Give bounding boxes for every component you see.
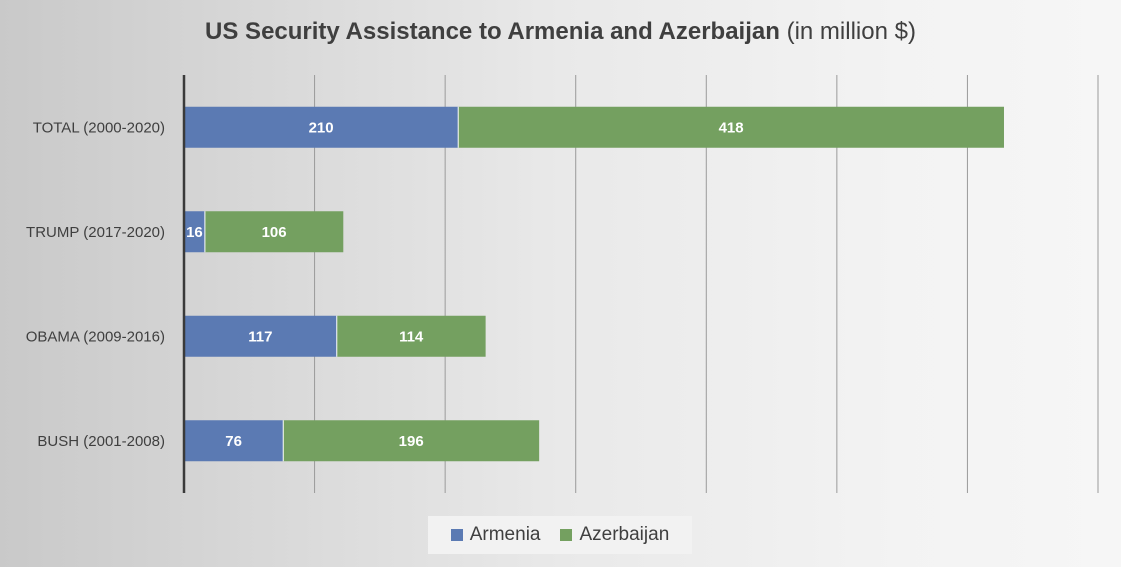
category-label: TRUMP (2017-2020)	[26, 224, 165, 241]
category-labels: TOTAL (2000-2020) TRUMP (2017-2020) OBAMA …	[26, 119, 165, 450]
bar-value-label: 114	[399, 328, 424, 345]
bar-value-label: 117	[248, 328, 272, 345]
legend-label-azerbaijan: Azerbaijan	[579, 524, 670, 545]
bar-azerbaijan-0	[458, 106, 1004, 148]
legend-swatch-armenia	[450, 529, 463, 541]
bar-azerbaijan-3	[283, 420, 540, 462]
category-label: BUSH (2001-2008)	[37, 433, 165, 450]
category-label: TOTAL (2000-2020)	[33, 119, 165, 136]
legend-label-armenia: Armenia	[469, 524, 541, 545]
bar-armenia-1	[184, 211, 205, 253]
bar-value-label: 418	[719, 119, 744, 136]
bar-armenia-3	[184, 420, 284, 462]
legend: Armenia Azerbaijan	[428, 516, 692, 554]
bar-value-label: 106	[262, 224, 287, 241]
bar-value-label: 210	[309, 119, 334, 136]
bar-azerbaijan-1	[204, 211, 344, 253]
bar-value-label: 76	[225, 433, 242, 450]
bar-value-label: 196	[399, 433, 424, 450]
chart-title-unit: (in million $)	[786, 18, 916, 45]
category-label: OBAMA (2009-2016)	[26, 328, 165, 345]
bar-armenia-2	[184, 315, 337, 357]
chart-title: US Security Assistance to Armenia and Az…	[0, 18, 1121, 46]
legend-item-azerbaijan: Azerbaijan	[560, 524, 669, 546]
chart-title-main: US Security Assistance to Armenia and Az…	[205, 18, 780, 45]
legend-item-armenia: Armenia	[450, 524, 541, 546]
bars: 210 418 16 106 117 114 76 196	[184, 106, 1004, 462]
bar-armenia-0	[184, 106, 459, 148]
bar-value-label: 16	[186, 224, 203, 241]
bar-azerbaijan-2	[336, 315, 486, 357]
legend-swatch-azerbaijan	[560, 529, 573, 541]
